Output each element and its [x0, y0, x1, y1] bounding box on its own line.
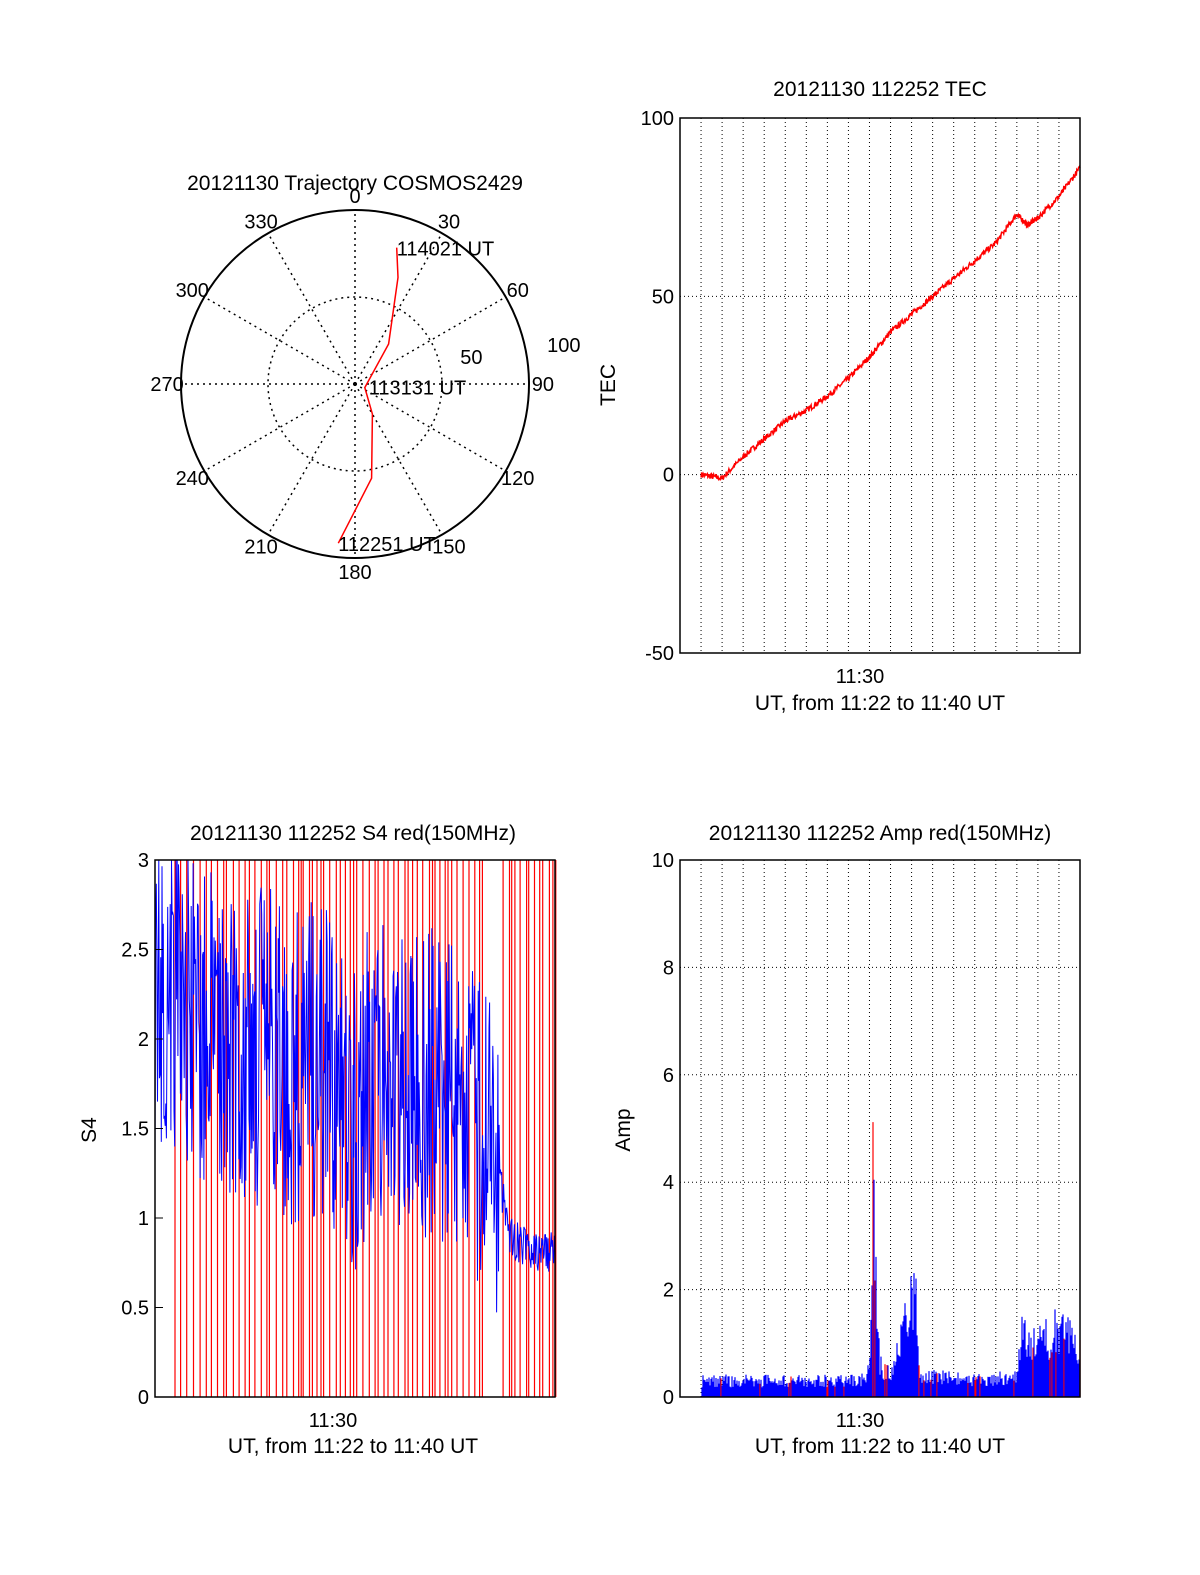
- trajectory-spoke: [354, 296, 507, 385]
- trajectory-track: [337, 247, 399, 544]
- trajectory-annotation: 112251 UT: [338, 534, 435, 556]
- trajectory-annotation: 113131 UT: [369, 377, 466, 399]
- amp-plot-frame: [679, 859, 1081, 1398]
- tec-y-tick: -50: [645, 643, 674, 665]
- amp-y-tick: 8: [663, 957, 674, 979]
- azimuth-label: 210: [244, 537, 277, 559]
- trajectory-annotations: 114021 UT 113131 UT 112251 UT: [338, 239, 494, 557]
- azimuth-label: 330: [244, 211, 277, 233]
- amp-series-fill: [701, 1122, 1081, 1397]
- amp-title: 20121130 112252 Amp red(150MHz): [709, 822, 1051, 845]
- azimuth-label: 60: [507, 280, 529, 302]
- s4-plot-frame: [154, 859, 556, 1398]
- azimuth-label: 300: [176, 280, 209, 302]
- trajectory-title: 20121130 Trajectory COSMOS2429: [187, 172, 523, 195]
- s4-y-tick: 2.5: [121, 940, 149, 962]
- amp-y-ticks: 0 2 4 6 8 10: [652, 850, 674, 1409]
- trajectory-annotation: 114021 UT: [397, 239, 494, 261]
- tec-panel: 20121130 112252 TEC -50 0 50 100 11:30 UT, …: [597, 78, 1081, 715]
- ring-label-100: 100: [547, 335, 580, 357]
- tec-series-line: [700, 164, 1081, 482]
- trajectory-spoke: [354, 232, 443, 385]
- tec-xlabel: UT, from 11:22 to 11:40 UT: [755, 692, 1005, 715]
- s4-y-tick: 3: [138, 850, 149, 872]
- s4-xlabel: UT, from 11:22 to 11:40 UT: [228, 1435, 478, 1458]
- tec-y-tick: 50: [652, 286, 674, 308]
- azimuth-label: 0: [349, 186, 360, 208]
- s4-series-line: [154, 859, 555, 1313]
- amp-x-tick: 11:30: [836, 1410, 885, 1432]
- amp-y-tick: 4: [663, 1172, 674, 1194]
- trajectory-spoke: [354, 383, 507, 472]
- s4-title: 20121130 112252 S4 red(150MHz): [190, 822, 516, 845]
- tec-grid: [680, 118, 1080, 653]
- azimuth-label: 240: [176, 468, 209, 490]
- amp-ylabel: Amp: [612, 1108, 635, 1151]
- tec-plot-frame: [679, 117, 1081, 654]
- trajectory-spoke: [203, 296, 356, 385]
- s4-y-tick: 0: [138, 1387, 149, 1409]
- s4-y-tick: 1: [138, 1208, 149, 1230]
- tec-y-tick: 0: [663, 465, 674, 487]
- trajectory-spoke: [267, 232, 356, 385]
- trajectory-azimuth-labels: 0 30 60 90 120 150 180 210 240 270 300 330: [150, 186, 554, 584]
- amp-y-tick: 0: [663, 1387, 674, 1409]
- amp-grid: [680, 860, 1080, 1397]
- trajectory-grid: [181, 210, 529, 558]
- tec-y-ticks: -50 0 50 100: [641, 108, 674, 665]
- s4-y-tick: 0.5: [121, 1298, 149, 1320]
- s4-x-tick: 11:30: [309, 1410, 358, 1432]
- trajectory-spoke: [354, 383, 443, 536]
- s4-y-ticks: 0 0.5 1 1.5 2 2.5 3: [121, 850, 163, 1409]
- tec-title: 20121130 112252 TEC: [773, 78, 987, 101]
- trajectory-outer-circle: [180, 209, 530, 559]
- azimuth-label: 150: [432, 537, 465, 559]
- s4-ylabel: S4: [78, 1117, 101, 1143]
- trajectory-panel: 20121130 Trajectory COSMOS2429 0 30 60 90 12…: [150, 172, 580, 584]
- tec-ylabel: TEC: [597, 364, 620, 406]
- tec-x-tick: 11:30: [836, 666, 885, 688]
- azimuth-label: 90: [532, 374, 554, 396]
- tec-y-tick: 100: [641, 108, 674, 130]
- amp-y-tick: 2: [663, 1280, 674, 1302]
- s4-panel: 20121130 112252 S4 red(150MHz) 0 0.5 1 1.5 2…: [78, 822, 557, 1458]
- azimuth-label: 270: [150, 374, 183, 396]
- amp-xlabel: UT, from 11:22 to 11:40 UT: [755, 1435, 1005, 1458]
- trajectory-spoke: [203, 383, 356, 472]
- azimuth-label: 120: [501, 468, 534, 490]
- trajectory-ring-50: [267, 296, 443, 472]
- azimuth-label: 30: [438, 211, 460, 233]
- trajectory-spoke: [267, 383, 356, 536]
- azimuth-label: 180: [338, 562, 371, 584]
- amp-y-tick: 10: [652, 850, 674, 872]
- amp-y-tick: 6: [663, 1065, 674, 1087]
- ring-label-50: 50: [460, 347, 482, 369]
- amp-panel: 20121130 112252 Amp red(150MHz) 0246810 …: [612, 822, 1081, 1458]
- s4-y-tick: 2: [138, 1029, 149, 1051]
- s4-y-tick: 1.5: [121, 1119, 149, 1141]
